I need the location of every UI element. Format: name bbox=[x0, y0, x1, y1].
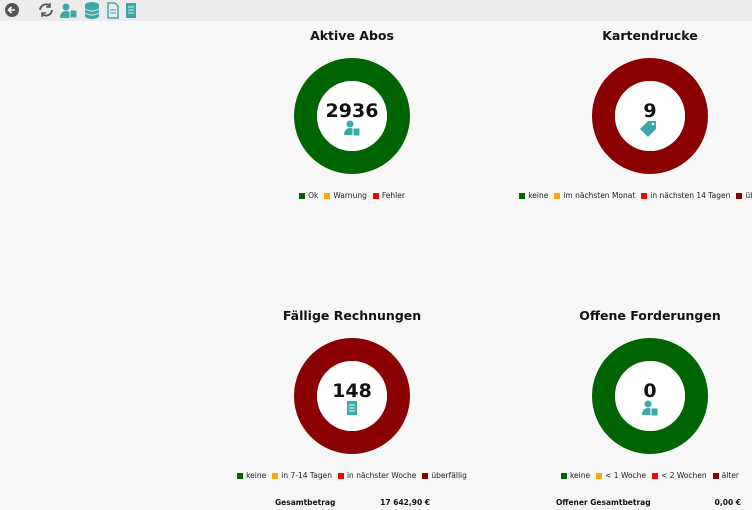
dashboard-panel: Aktive Abos 2936 Ok Warnung Fehler bbox=[202, 0, 502, 230]
donut-ring bbox=[294, 338, 410, 454]
legend-item: Warnung bbox=[324, 191, 367, 200]
legend: keine in 7-14 Tagen in nächster Woche überf… bbox=[142, 471, 562, 480]
legend: keine im nächsten Monat in nächsten 14 Tag… bbox=[440, 191, 752, 200]
legend: Ok Warnung Fehler bbox=[142, 191, 562, 200]
legend-swatch bbox=[422, 472, 429, 479]
legend-swatch bbox=[272, 472, 279, 479]
toolbar-icons bbox=[5, 2, 136, 19]
donut-chart: 148 bbox=[294, 338, 410, 454]
legend-swatch bbox=[372, 192, 379, 199]
legend-item: keine bbox=[519, 191, 548, 200]
refresh-button[interactable] bbox=[39, 3, 53, 17]
legend-item: < 1 Woche bbox=[596, 471, 646, 480]
legend-swatch bbox=[519, 192, 526, 199]
legend-item: in 7-14 Tagen bbox=[272, 471, 332, 480]
donut-chart: 0 bbox=[592, 338, 708, 454]
panel-title: Fällige Rechnungen bbox=[282, 308, 422, 323]
document-button[interactable] bbox=[107, 2, 119, 19]
donut-ring bbox=[294, 58, 410, 174]
donut-ring bbox=[592, 58, 708, 174]
legend-label: überfällig bbox=[745, 191, 752, 200]
legend-item: keine bbox=[560, 471, 591, 480]
dashboard-panel: Offene Forderungen 0 keine < 1 Woche < 2 Woc… bbox=[500, 280, 752, 510]
legend-item: überfällig bbox=[736, 191, 752, 200]
center-value: 148 bbox=[332, 380, 372, 402]
receipt-button[interactable] bbox=[126, 3, 136, 18]
legend-label: älter bbox=[721, 471, 739, 480]
center-value: 9 bbox=[643, 100, 656, 122]
back-button[interactable] bbox=[5, 3, 19, 17]
center-icon bbox=[642, 400, 659, 417]
dashboard-panel: Fällige Rechnungen 148 keine in 7-14 Tagen i… bbox=[202, 280, 502, 510]
donut-ring bbox=[592, 338, 708, 454]
legend-label: Warnung bbox=[333, 191, 367, 200]
legend-label: in 7-14 Tagen bbox=[281, 471, 332, 480]
legend-item: < 2 Wochen bbox=[652, 471, 707, 480]
footer-label: Gesamtbetrag bbox=[275, 498, 336, 507]
legend-label: in nächsten 14 Tagen bbox=[650, 191, 731, 200]
donut-chart: 2936 bbox=[294, 58, 410, 174]
panel-title: Kartendrucke bbox=[602, 28, 698, 43]
legend-swatch bbox=[237, 472, 244, 479]
legend-label: Fehler bbox=[381, 191, 405, 200]
legend-label: im nächsten Monat bbox=[563, 191, 636, 200]
donut-hole bbox=[317, 361, 387, 431]
legend-item: Fehler bbox=[372, 191, 405, 200]
legend-label: keine bbox=[246, 471, 267, 480]
center-value: 0 bbox=[643, 380, 656, 402]
donut-hole bbox=[615, 361, 685, 431]
legend-label: in nächster Woche bbox=[346, 471, 417, 480]
legend-label: keine bbox=[528, 191, 549, 200]
legend-label: < 2 Wochen bbox=[661, 471, 707, 480]
footer-amount: 17 642,90 € bbox=[380, 498, 430, 507]
legend-item: im nächsten Monat bbox=[554, 191, 635, 200]
center-icon bbox=[640, 121, 656, 137]
legend-swatch bbox=[712, 472, 719, 479]
legend-swatch bbox=[596, 472, 603, 479]
panel-title: Offene Forderungen bbox=[579, 308, 721, 323]
legend-swatch bbox=[324, 192, 331, 199]
toolbar bbox=[0, 0, 752, 21]
subscriptions-button[interactable] bbox=[60, 3, 78, 19]
legend-label: Ok bbox=[308, 191, 319, 200]
legend-label: < 1 Woche bbox=[605, 471, 647, 480]
panel-title: Aktive Abos bbox=[310, 28, 394, 43]
center-icon bbox=[344, 120, 361, 137]
center-value: 2936 bbox=[326, 100, 379, 122]
legend-item: überfällig bbox=[422, 471, 467, 480]
legend-item: in nächsten 14 Tagen bbox=[641, 191, 730, 200]
legend-swatch bbox=[652, 472, 659, 479]
center-icon bbox=[347, 401, 357, 415]
donut-hole bbox=[317, 81, 387, 151]
legend-item: in nächster Woche bbox=[337, 471, 417, 480]
legend-swatch bbox=[299, 192, 306, 199]
footer-amount: 0,00 € bbox=[714, 498, 741, 507]
legend-swatch bbox=[560, 472, 567, 479]
legend: keine < 1 Woche < 2 Wochen älter bbox=[440, 471, 752, 480]
dashboard-panel: Kartendrucke 9 keine im nächsten Monat in nä… bbox=[500, 0, 752, 230]
legend-swatch bbox=[337, 472, 344, 479]
legend-swatch bbox=[554, 192, 561, 199]
donut-chart: 9 bbox=[592, 58, 708, 174]
legend-swatch bbox=[641, 192, 648, 199]
legend-swatch bbox=[736, 192, 743, 199]
legend-item: Ok bbox=[299, 191, 318, 200]
legend-label: keine bbox=[569, 471, 591, 480]
legend-item: älter bbox=[712, 471, 739, 480]
donut-hole bbox=[615, 81, 685, 151]
legend-item: keine bbox=[237, 471, 266, 480]
database-button[interactable] bbox=[84, 2, 100, 19]
legend-label: überfällig bbox=[431, 471, 467, 480]
footer-label: Offener Gesamtbetrag bbox=[556, 498, 651, 507]
